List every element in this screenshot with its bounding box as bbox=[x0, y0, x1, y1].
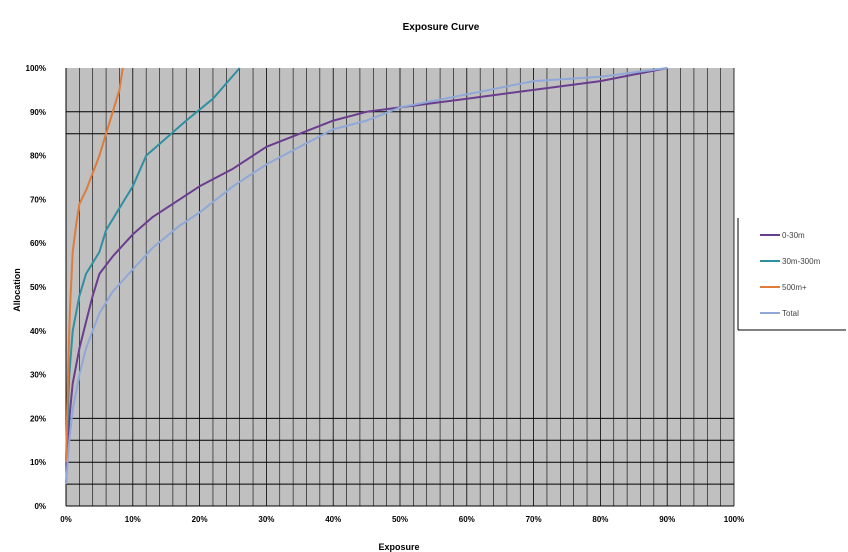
series-line bbox=[65, 67, 668, 485]
legend-label: 500m+ bbox=[782, 283, 807, 292]
y-tick-label: 20% bbox=[30, 414, 46, 423]
y-tick-label: 80% bbox=[30, 152, 46, 161]
x-tick-label: 20% bbox=[192, 515, 208, 524]
x-tick-label: 90% bbox=[659, 515, 675, 524]
legend-label: Total bbox=[782, 309, 799, 318]
y-tick-label: 90% bbox=[30, 108, 46, 117]
y-tick-label: 70% bbox=[30, 195, 46, 204]
y-tick-label: 10% bbox=[30, 458, 46, 467]
y-tick-label: 30% bbox=[30, 371, 46, 380]
x-tick-label: 10% bbox=[125, 515, 141, 524]
series-line bbox=[65, 67, 124, 463]
y-tick-label: 40% bbox=[30, 327, 46, 336]
x-tick-label: 40% bbox=[325, 515, 341, 524]
y-tick-label: 50% bbox=[30, 283, 46, 292]
legend: 0-30m 30m-300m 500m+ Total bbox=[737, 218, 846, 331]
x-axis-label: Exposure bbox=[378, 542, 419, 552]
y-tick-label: 100% bbox=[26, 64, 46, 73]
legend-label: 30m-300m bbox=[782, 257, 821, 266]
series-line bbox=[65, 67, 241, 463]
x-axis-ticks: 0% 10% 20% 30% 40% 50% 60% 70% 80% 90% 100% bbox=[60, 515, 744, 524]
gridlines bbox=[65, 68, 735, 507]
x-tick-label: 30% bbox=[258, 515, 274, 524]
x-tick-label: 0% bbox=[60, 515, 72, 524]
x-tick-label: 50% bbox=[392, 515, 408, 524]
x-tick-label: 70% bbox=[526, 515, 542, 524]
chart-title: Exposure Curve bbox=[403, 22, 480, 33]
legend-label: 0-30m bbox=[782, 231, 805, 240]
reference-lines bbox=[66, 111, 734, 485]
y-axis-ticks: 0% 10% 20% 30% 40% 50% 60% 70% 80% 90% 100% bbox=[26, 64, 46, 511]
x-tick-label: 100% bbox=[724, 515, 744, 524]
y-tick-label: 60% bbox=[30, 239, 46, 248]
x-tick-label: 60% bbox=[459, 515, 475, 524]
series-layer bbox=[65, 67, 668, 485]
x-tick-label: 80% bbox=[592, 515, 608, 524]
y-axis-label: Allocation bbox=[12, 268, 22, 312]
series-line bbox=[65, 67, 668, 485]
y-tick-label: 0% bbox=[34, 502, 46, 511]
